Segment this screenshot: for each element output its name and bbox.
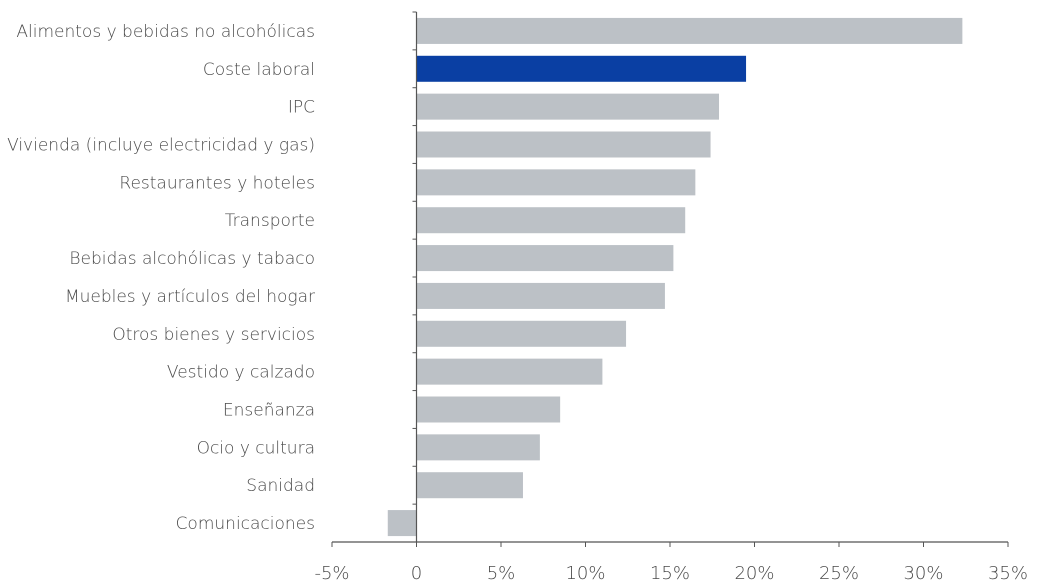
axes-group xyxy=(331,11,1009,547)
category-label: Muebles y artículos del hogar xyxy=(65,287,315,307)
category-label: Transporte xyxy=(225,211,315,231)
x-tick-label: 25% xyxy=(819,563,859,584)
bar-11 xyxy=(416,434,540,461)
category-label: Vivienda (incluye electricidad y gas) xyxy=(7,136,315,156)
category-label: Otros bienes y servicios xyxy=(112,325,315,345)
bar-12 xyxy=(416,472,523,499)
bar-8 xyxy=(416,320,627,347)
bar-3 xyxy=(416,131,711,158)
bars-group xyxy=(387,17,963,537)
x-tick-label: 15% xyxy=(650,563,690,584)
bar-1 xyxy=(416,55,747,82)
x-tick-label: 10% xyxy=(565,563,605,584)
category-label: Bebidas alcohólicas y tabaco xyxy=(69,249,315,269)
category-label: Sanidad xyxy=(246,476,315,496)
bar-0 xyxy=(416,17,963,44)
bar-6 xyxy=(416,245,674,272)
bar-7 xyxy=(416,282,665,309)
category-label: Ocio y cultura xyxy=(197,438,315,458)
bar-10 xyxy=(416,396,561,423)
x-tick-label: 0 xyxy=(411,563,422,584)
bar-5 xyxy=(416,207,686,234)
x-tick-label: 35% xyxy=(988,563,1028,584)
x-tick-label: -5% xyxy=(314,563,349,584)
x-tick-label: 30% xyxy=(903,563,943,584)
x-tick-labels-group: -5% 0 5% 10% 15% 20% 25% 30% 35% xyxy=(314,563,1028,584)
category-label: Alimentos y bebidas no alcohólicas xyxy=(16,22,315,42)
bar-9 xyxy=(416,358,603,385)
category-label: IPC xyxy=(288,98,315,118)
x-tick-label: 20% xyxy=(734,563,774,584)
category-label: Vestido y calzado xyxy=(167,363,315,383)
bar-13 xyxy=(387,510,417,537)
category-label: Enseñanza xyxy=(223,401,315,421)
x-tick-label: 5% xyxy=(487,563,516,584)
bar-2 xyxy=(416,93,720,120)
category-label: Comunicaciones xyxy=(176,514,315,534)
category-label: Coste laboral xyxy=(203,60,315,80)
category-label: Restaurantes y hoteles xyxy=(119,173,315,193)
bar-4 xyxy=(416,169,696,196)
category-labels-group: Alimentos y bebidas no alcohólicas Coste … xyxy=(7,22,315,534)
